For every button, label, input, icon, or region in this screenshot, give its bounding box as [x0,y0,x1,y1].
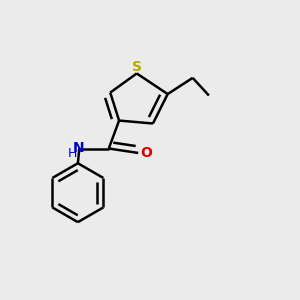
Text: H: H [67,147,77,160]
Text: O: O [140,146,152,160]
Text: S: S [132,60,142,74]
Text: N: N [73,141,85,154]
